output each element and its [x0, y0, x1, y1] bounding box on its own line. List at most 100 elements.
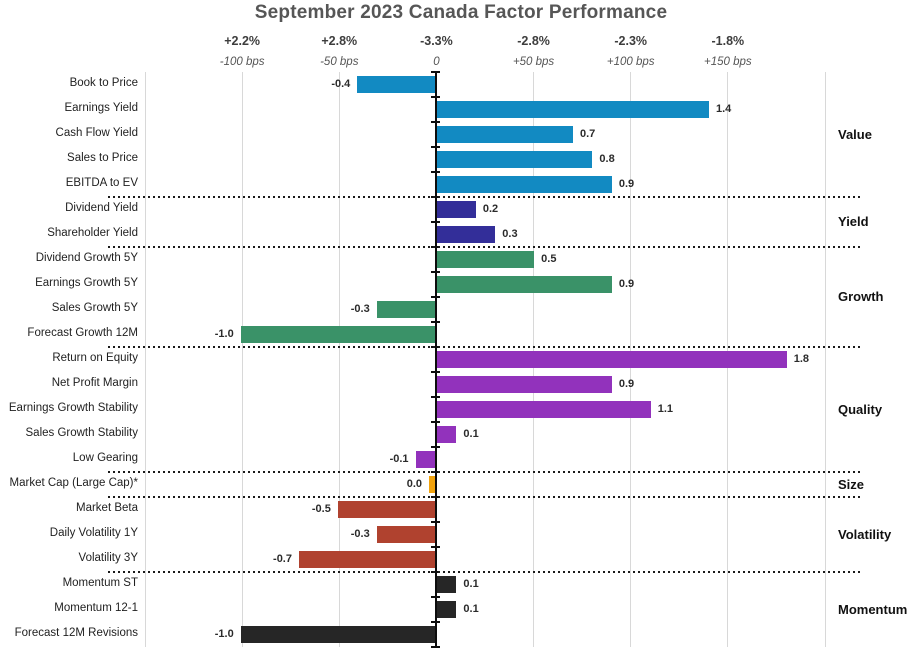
- factor-label: Sales Growth 5Y: [51, 302, 138, 314]
- factor-bar: [437, 276, 612, 293]
- axis-tick: [431, 621, 440, 623]
- bps-header-label: +150 bps: [704, 56, 752, 68]
- factor-label: Market Beta: [76, 502, 138, 514]
- percent-header-label: -2.3%: [614, 34, 648, 48]
- factor-bar: [437, 176, 612, 193]
- value-label: -0.3: [350, 528, 370, 540]
- factor-label: Momentum ST: [62, 577, 138, 589]
- factor-bar: [437, 226, 496, 243]
- gridline: [338, 72, 340, 647]
- bps-header-label: -100 bps: [219, 56, 265, 68]
- factor-bar: [437, 201, 476, 218]
- value-label: 0.9: [618, 378, 635, 390]
- axis-tick: [431, 146, 440, 148]
- axis-tick: [431, 646, 440, 648]
- value-label: -0.7: [273, 553, 292, 565]
- group-label: Volatility: [838, 526, 892, 542]
- bps-header-label: 0: [433, 56, 440, 68]
- bps-header-label: -50 bps: [320, 56, 359, 68]
- axis-tick: [431, 446, 440, 448]
- bps-header-label: +50 bps: [512, 56, 555, 68]
- percent-header-label: -2.8%: [517, 34, 550, 48]
- group-label: Quality: [838, 401, 883, 417]
- axis-tick: [431, 221, 440, 223]
- group-label: Size: [838, 476, 865, 492]
- factor-label: Volatility 3Y: [78, 552, 138, 564]
- percent-header-label: -3.3%: [420, 34, 453, 48]
- factor-label: Market Cap (Large Cap)*: [9, 477, 138, 489]
- factor-label: EBITDA to EV: [65, 177, 138, 189]
- percent-header-label: -1.8%: [711, 34, 745, 48]
- value-label: 1.8: [793, 353, 809, 365]
- group-separator: [108, 496, 863, 498]
- factor-bar: [357, 76, 435, 93]
- axis-tick: [431, 521, 440, 523]
- value-label: 0.7: [580, 128, 596, 140]
- axis-tick: [431, 396, 440, 398]
- value-label: -1.0: [214, 328, 234, 340]
- value-label: 0.1: [463, 578, 479, 590]
- factor-label: Sales to Price: [67, 152, 138, 164]
- group-label: Growth: [838, 289, 884, 304]
- factor-label: Dividend Yield: [65, 202, 138, 214]
- group-label: Value: [838, 126, 872, 142]
- factor-bar: [437, 601, 457, 618]
- group-separator: [108, 346, 863, 348]
- factor-label: Shareholder Yield: [47, 227, 138, 239]
- value-label: 0.9: [618, 278, 635, 290]
- factor-bar: [299, 551, 435, 568]
- factor-bar: [240, 626, 435, 643]
- factor-label: Momentum 12-1: [54, 602, 138, 614]
- value-label: 0.3: [502, 228, 518, 240]
- factor-label: Net Profit Margin: [51, 377, 138, 389]
- value-label: -1.0: [214, 628, 234, 640]
- percent-header-label: +2.8%: [321, 34, 358, 48]
- group-separator: [108, 571, 863, 573]
- value-label: 1.4: [716, 103, 732, 115]
- factor-label: Low Gearing: [72, 452, 138, 464]
- factor-bar: [415, 451, 435, 468]
- factor-bar: [376, 526, 435, 543]
- factor-bar: [429, 476, 435, 493]
- axis-tick: [431, 296, 440, 298]
- value-label: 1.1: [657, 403, 673, 415]
- factor-bar: [437, 376, 612, 393]
- value-label: -0.3: [350, 303, 370, 315]
- axis-tick: [431, 121, 440, 123]
- factor-label: Forecast Growth 12M: [27, 327, 138, 339]
- factor-label: Return on Equity: [52, 352, 138, 364]
- factor-bar: [240, 326, 435, 343]
- factor-bar: [376, 301, 435, 318]
- value-label: 0.1: [463, 603, 479, 615]
- axis-tick: [431, 96, 440, 98]
- axis-tick: [431, 71, 440, 73]
- factor-bar: [337, 501, 435, 518]
- factor-label: Daily Volatility 1Y: [49, 527, 138, 539]
- factor-label: Sales Growth Stability: [25, 427, 139, 439]
- gridline: [824, 72, 826, 647]
- percent-header-label: +2.2%: [224, 34, 261, 48]
- bps-header-label: +100 bps: [606, 56, 655, 68]
- factor-bar: [437, 576, 457, 593]
- gridline: [144, 72, 146, 647]
- value-label: 0.2: [482, 203, 499, 215]
- value-label: 0.5: [541, 253, 557, 265]
- axis-tick: [431, 321, 440, 323]
- factor-label: Earnings Growth 5Y: [35, 277, 138, 289]
- value-label: 0.8: [599, 153, 615, 165]
- value-label: 0.0: [406, 478, 422, 490]
- factor-bar: [437, 426, 457, 443]
- group-separator: [108, 471, 863, 473]
- factor-label: Cash Flow Yield: [55, 127, 138, 139]
- factor-label: Dividend Growth 5Y: [35, 252, 138, 264]
- value-label: 0.1: [463, 428, 479, 440]
- factor-label: Earnings Yield: [64, 102, 138, 114]
- factor-label: Book to Price: [69, 77, 138, 89]
- factor-bar: [437, 351, 787, 368]
- group-label: Yield: [838, 214, 869, 229]
- axis-tick: [431, 271, 440, 273]
- zero-axis-line: [435, 72, 437, 647]
- group-separator: [108, 246, 863, 248]
- factor-label: Earnings Growth Stability: [8, 402, 138, 414]
